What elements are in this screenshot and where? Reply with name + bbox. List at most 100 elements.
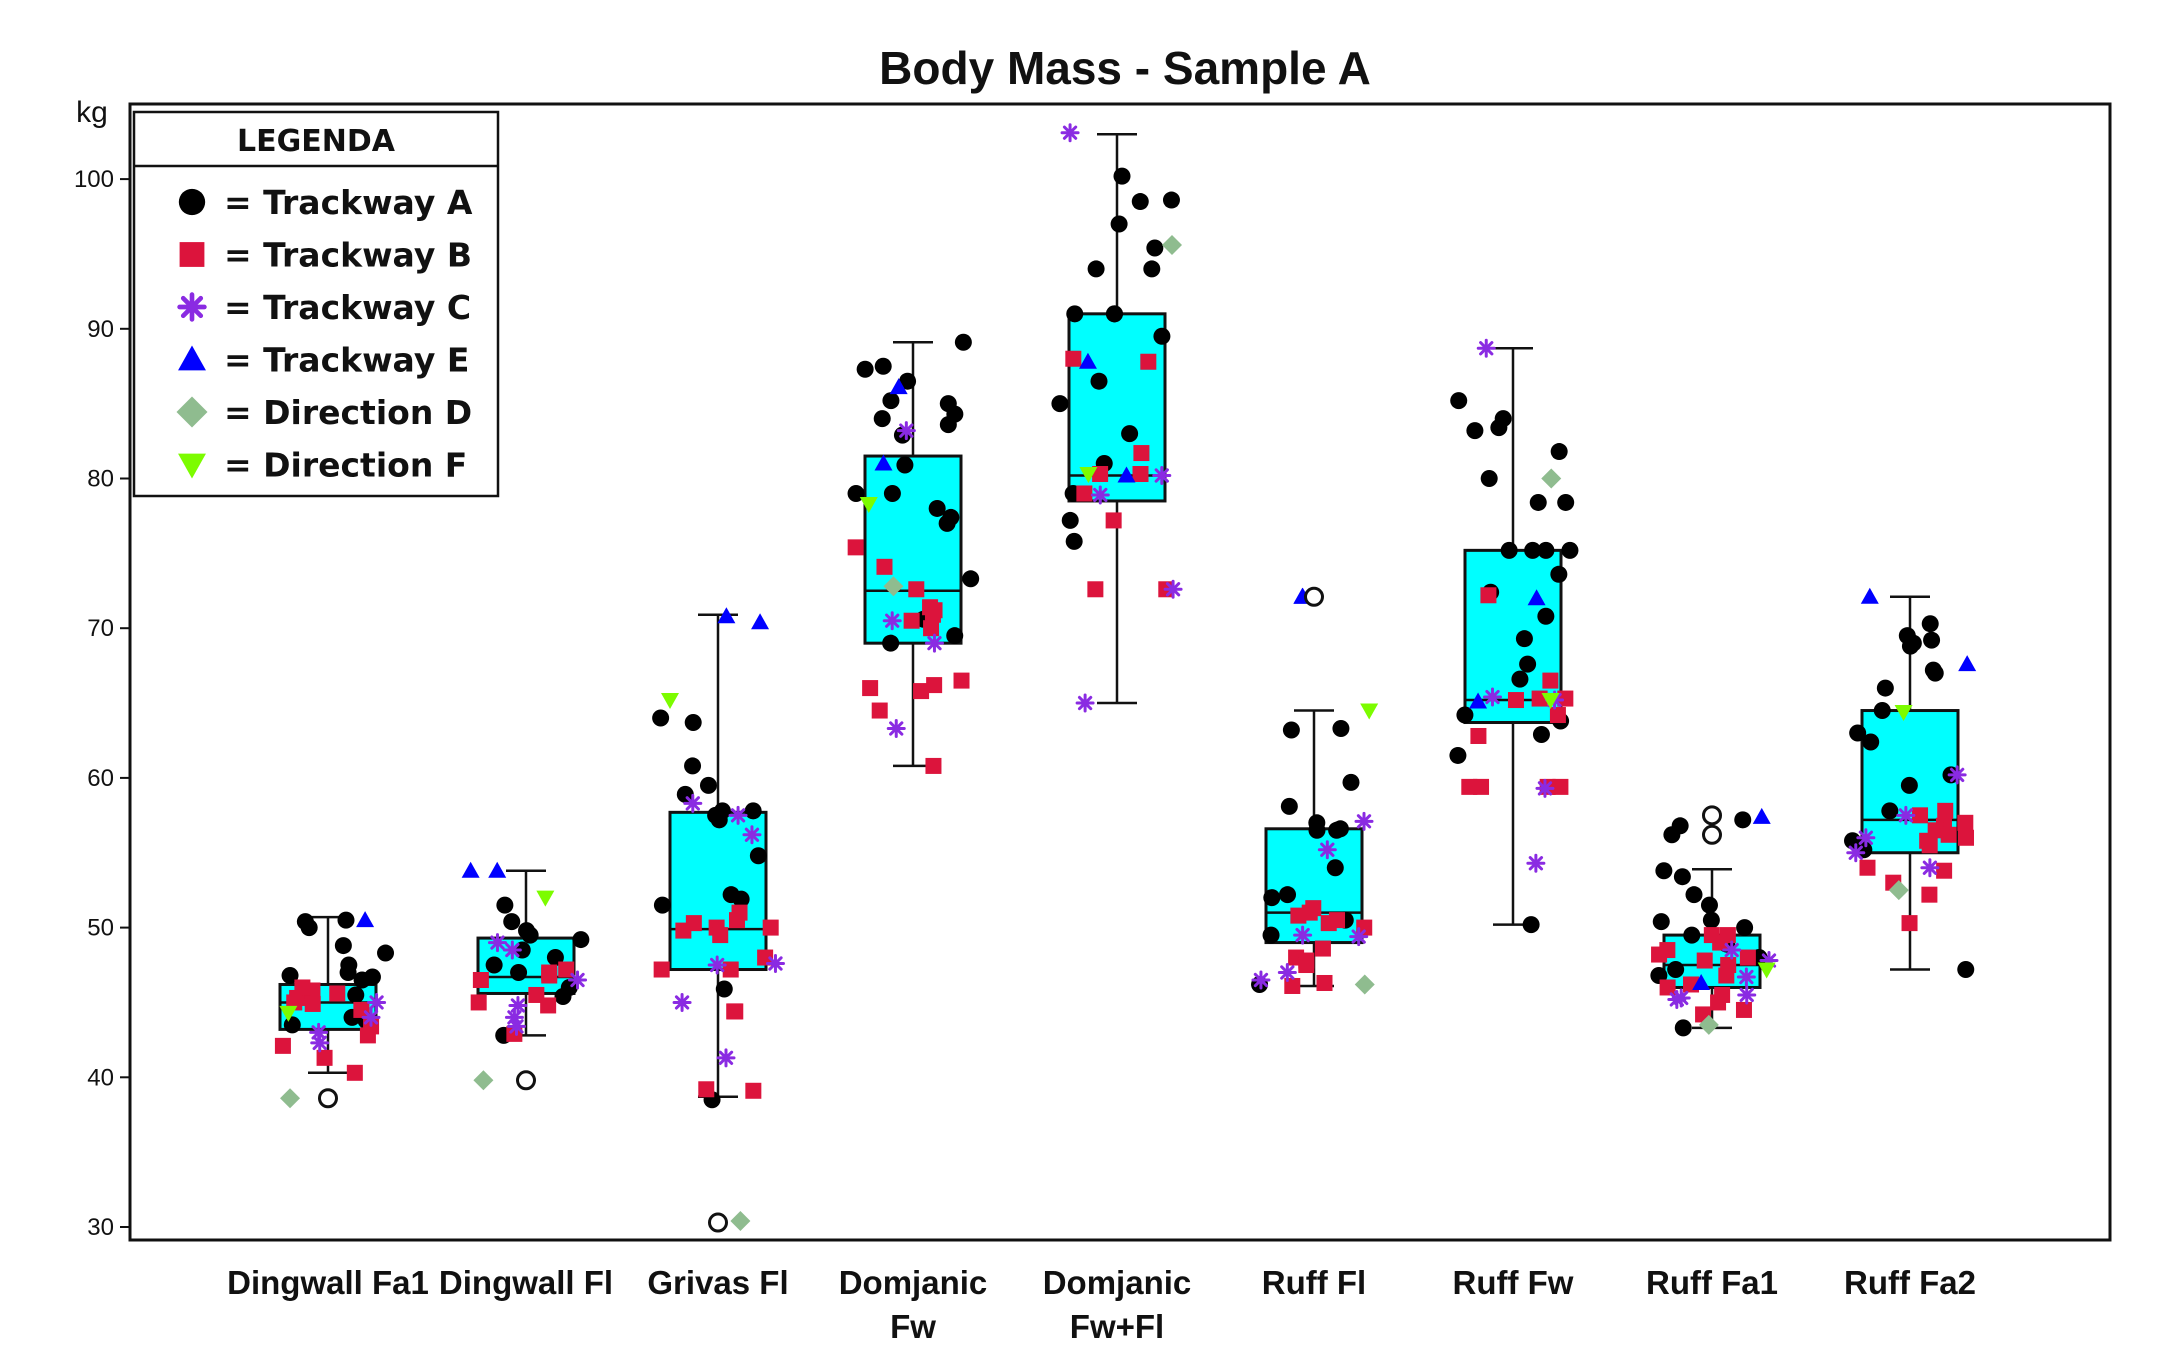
data-point-trackway-a — [684, 757, 702, 775]
data-point-trackway-c — [707, 955, 727, 975]
asterisk-stroke — [1093, 487, 1108, 503]
box-plots — [278, 132, 1960, 1099]
data-point-trackway-a — [1537, 541, 1555, 559]
data-point-trackway-b — [876, 558, 893, 575]
data-point-trackway-f — [1360, 703, 1379, 720]
data-point-trackway-a — [1263, 889, 1281, 907]
data-point-trackway-a — [1090, 372, 1108, 390]
data-point-trackway-b — [924, 606, 941, 623]
data-point-trackway-c — [882, 611, 902, 631]
x-category-label: Domjanic — [1043, 1264, 1192, 1301]
data-point-trackway-b — [862, 680, 879, 697]
data-point-trackway-e — [1469, 692, 1488, 709]
data-point-trackway-a — [283, 1016, 301, 1034]
data-point-trackway-a — [1652, 913, 1670, 931]
data-point-trackway-e — [488, 861, 507, 878]
data-point-trackway-a — [300, 919, 318, 937]
data-point-trackway-a — [1557, 493, 1575, 511]
data-point-trackway-b — [1507, 692, 1524, 709]
asterisk-stroke — [718, 1050, 734, 1065]
data-point-trackway-a — [653, 896, 671, 914]
data-point-trackway-b — [558, 961, 575, 978]
asterisk-stroke — [889, 721, 904, 736]
data-point-trackway-b — [1105, 512, 1122, 529]
outlier-point — [1702, 805, 1722, 826]
asterisk-stroke — [1724, 942, 1739, 958]
data-point-trackway-a — [744, 802, 762, 820]
data-point-trackway-b — [1739, 949, 1756, 966]
x-category-label: Fw — [890, 1308, 936, 1345]
iqr-box — [863, 454, 963, 645]
asterisk-stroke — [1062, 125, 1078, 140]
asterisk-stroke — [490, 935, 505, 950]
data-point-trackway-a — [1537, 607, 1555, 625]
data-point-trackway-a — [1066, 305, 1084, 323]
data-point-trackway-b — [722, 961, 739, 978]
data-point-trackway-a — [1667, 961, 1685, 979]
asterisk-stroke — [710, 957, 725, 973]
data-point-trackway-a — [856, 360, 874, 378]
asterisk-stroke — [1165, 582, 1181, 597]
data-point-trackway-c — [1736, 967, 1756, 987]
data-point-trackway-a — [1550, 443, 1568, 461]
data-point-trackway-c — [502, 940, 522, 960]
data-point-trackway-b — [540, 997, 557, 1014]
data-point-trackway-a — [715, 980, 733, 998]
data-point-trackway-b — [1314, 940, 1331, 957]
data-point-trackway-b — [1065, 350, 1082, 367]
data-point-trackway-a — [1663, 826, 1681, 844]
y-tick-label: 50 — [87, 915, 114, 942]
data-point-trackway-b — [675, 922, 692, 939]
data-point-trackway-c — [896, 421, 916, 441]
data-point-trackway-b — [745, 1082, 762, 1099]
asterisk-stroke — [1485, 689, 1500, 705]
data-point-trackway-b — [1320, 915, 1337, 932]
data-point-trackway-a — [1153, 327, 1171, 345]
asterisk-stroke — [369, 995, 384, 1010]
data-point-trackway-f — [1894, 705, 1913, 722]
data-point-trackway-d — [280, 1088, 301, 1109]
legend-entry-label: = Direction F — [224, 446, 467, 485]
asterisk-stroke — [1858, 830, 1874, 845]
x-category-label: Dingwall Fl — [439, 1264, 613, 1301]
data-point-trackway-b — [1696, 952, 1713, 969]
data-point-trackway-b — [1912, 807, 1929, 824]
data-point-trackway-a — [1926, 664, 1944, 682]
data-point-trackway-a — [710, 811, 728, 829]
asterisk-stroke — [505, 942, 520, 958]
legend-entry-label: = Trackway E — [224, 341, 469, 380]
outlier-point — [318, 1088, 338, 1109]
data-point-trackway-b — [1316, 974, 1333, 991]
data-point-trackway-b — [1356, 919, 1373, 936]
data-point-trackway-a — [882, 634, 900, 652]
asterisk-stroke — [1253, 972, 1269, 988]
data-point-trackway-d — [1541, 468, 1562, 489]
asterisk-stroke — [768, 956, 783, 971]
legend-marker-group — [178, 188, 206, 216]
data-point-trackway-f — [1079, 467, 1098, 484]
data-point-trackway-a — [1500, 541, 1518, 559]
y-tick-label: 30 — [87, 1214, 114, 1241]
data-point-trackway-b — [1549, 707, 1566, 724]
data-point-trackway-a — [1736, 919, 1754, 937]
data-point-trackway-b — [1735, 1001, 1752, 1018]
asterisk-stroke — [180, 295, 204, 319]
asterisk-stroke — [1922, 860, 1938, 875]
data-point-trackway-c — [367, 992, 387, 1012]
outlier-point — [708, 1212, 728, 1233]
data-point-trackway-a — [1332, 719, 1350, 737]
data-point-trackway-b — [698, 1081, 715, 1098]
asterisk-stroke — [927, 636, 942, 651]
data-point-trackway-c — [1722, 940, 1742, 960]
data-point-trackway-b — [1718, 967, 1735, 984]
data-point-trackway-a — [1466, 422, 1484, 440]
y-tick-label: 100 — [74, 166, 114, 193]
data-point-trackway-b — [1290, 907, 1307, 924]
legend-marker-b — [179, 242, 205, 267]
data-point-trackway-a — [1113, 167, 1131, 185]
data-point-trackway-b — [1940, 826, 1957, 843]
legend-marker-group — [176, 396, 208, 428]
data-point-trackway-a — [1110, 215, 1128, 233]
asterisk-stroke — [1295, 927, 1310, 943]
data-point-trackway-b — [1473, 778, 1490, 795]
